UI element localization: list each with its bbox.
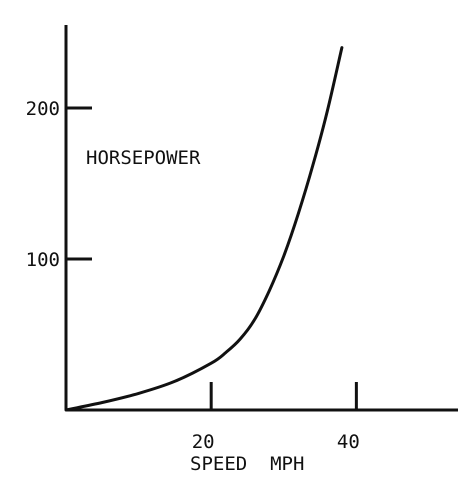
horsepower-curve [64,46,344,412]
x-tick-label: 40 [337,431,360,453]
y-ticks: 100 200 [26,98,92,271]
y-tick-label: 100 [26,249,60,271]
x-axis-title: SPEED MPH [190,453,304,475]
y-tick-label: 200 [26,98,60,120]
x-ticks: 20 40 [192,382,360,453]
series-label: HORSEPOWER [86,147,201,169]
x-tick-label: 20 [192,431,215,453]
